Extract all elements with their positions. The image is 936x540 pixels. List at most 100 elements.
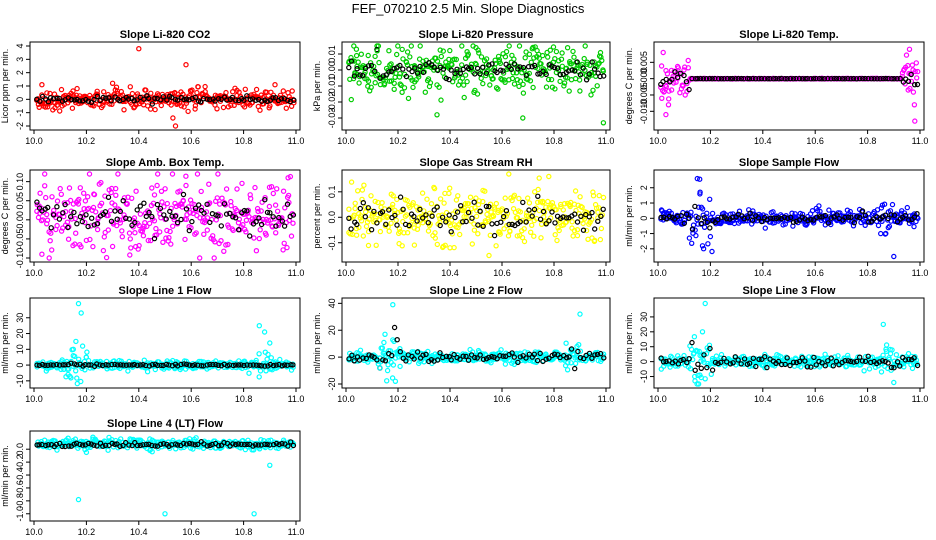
data-point <box>149 449 155 455</box>
data-point <box>71 353 78 360</box>
mean-point <box>848 75 854 82</box>
mean-point <box>244 362 250 368</box>
data-point <box>117 220 124 226</box>
mean-point <box>770 215 776 221</box>
mean-point <box>862 75 868 82</box>
mean-point <box>565 68 572 74</box>
data-point <box>661 89 667 95</box>
mean-point <box>131 97 137 104</box>
data-point <box>361 182 367 188</box>
mean-point <box>192 94 198 101</box>
data-point <box>90 243 96 250</box>
mean-point <box>256 362 262 368</box>
data-point <box>220 104 227 111</box>
mean-point <box>270 95 276 101</box>
data-point <box>521 226 527 232</box>
outlier-point <box>702 300 708 307</box>
mean-point <box>686 356 692 362</box>
mean-point <box>346 356 352 362</box>
data-point <box>405 95 412 102</box>
y-axis-label: kPa per min. <box>312 61 322 112</box>
mean-point <box>169 213 175 219</box>
mean-point <box>598 213 604 219</box>
mean-point <box>894 219 901 225</box>
data-point <box>112 185 119 192</box>
plot-frame <box>653 297 925 389</box>
data-point <box>164 227 170 234</box>
y-tick-label: 2 <box>639 185 649 190</box>
mean-point <box>500 213 507 220</box>
data-point <box>680 83 686 89</box>
mean-point <box>908 71 914 78</box>
data-point <box>256 235 262 242</box>
mean-point <box>483 70 490 76</box>
mean-point <box>813 75 819 82</box>
y-tick-label: 0 <box>15 97 25 102</box>
mean-point <box>463 218 469 225</box>
mean-point <box>572 68 578 74</box>
mean-point <box>810 75 817 82</box>
data-point <box>132 229 138 236</box>
data-point <box>273 230 279 236</box>
data-point <box>575 202 581 208</box>
mean-point <box>850 75 857 82</box>
mean-point <box>43 442 49 449</box>
data-point <box>358 51 364 57</box>
data-point <box>169 223 176 229</box>
data-point <box>535 186 541 193</box>
mean-point <box>93 361 100 367</box>
mean-point <box>894 75 900 82</box>
mean-point <box>503 207 510 214</box>
plot-frame <box>29 169 301 263</box>
data-point <box>543 84 550 90</box>
data-point <box>410 199 416 206</box>
data-point <box>162 186 168 192</box>
data-point <box>600 194 607 201</box>
mean-point <box>66 443 72 449</box>
mean-point <box>252 442 259 448</box>
data-point <box>240 221 246 228</box>
mean-point <box>762 75 768 82</box>
x-tick-label: 10.4 <box>130 394 148 404</box>
mean-point <box>738 75 745 82</box>
mean-point <box>435 357 441 363</box>
outlier-point <box>162 511 168 517</box>
chart-title: Slope Li-820 Pressure <box>419 29 534 41</box>
data-point <box>43 194 49 201</box>
mean-point <box>698 220 705 227</box>
data-point <box>392 355 399 361</box>
mean-point <box>747 210 753 216</box>
y-tick-label: -0.6 <box>15 480 25 496</box>
mean-point <box>460 353 466 359</box>
data-point <box>112 202 118 208</box>
data-point <box>845 352 851 359</box>
x-tick-label: 11.0 <box>598 394 615 404</box>
mean-point <box>727 75 734 82</box>
mean-point <box>854 214 860 220</box>
data-point <box>243 217 250 223</box>
mean-point <box>186 362 193 368</box>
data-point <box>707 196 713 202</box>
data-point <box>228 202 234 209</box>
data-point <box>192 207 199 213</box>
mean-point <box>125 96 132 102</box>
mean-point <box>146 441 152 447</box>
mean-point <box>733 75 739 82</box>
mean-point <box>241 97 247 103</box>
mean-point <box>799 355 806 361</box>
data-point <box>705 241 711 247</box>
mean-point <box>546 355 552 361</box>
mean-point <box>161 212 167 218</box>
data-point <box>177 188 183 194</box>
data-point <box>709 248 715 255</box>
data-point <box>133 188 139 194</box>
x-tick-label: 10.6 <box>493 136 511 146</box>
mean-point <box>420 352 426 358</box>
data-point <box>666 96 672 102</box>
mean-point <box>238 441 244 447</box>
outlier-point <box>377 365 383 371</box>
mean-point <box>704 219 710 226</box>
mean-point <box>557 71 563 78</box>
x-tick-label: 10.0 <box>25 136 43 146</box>
mean-point <box>577 71 584 78</box>
